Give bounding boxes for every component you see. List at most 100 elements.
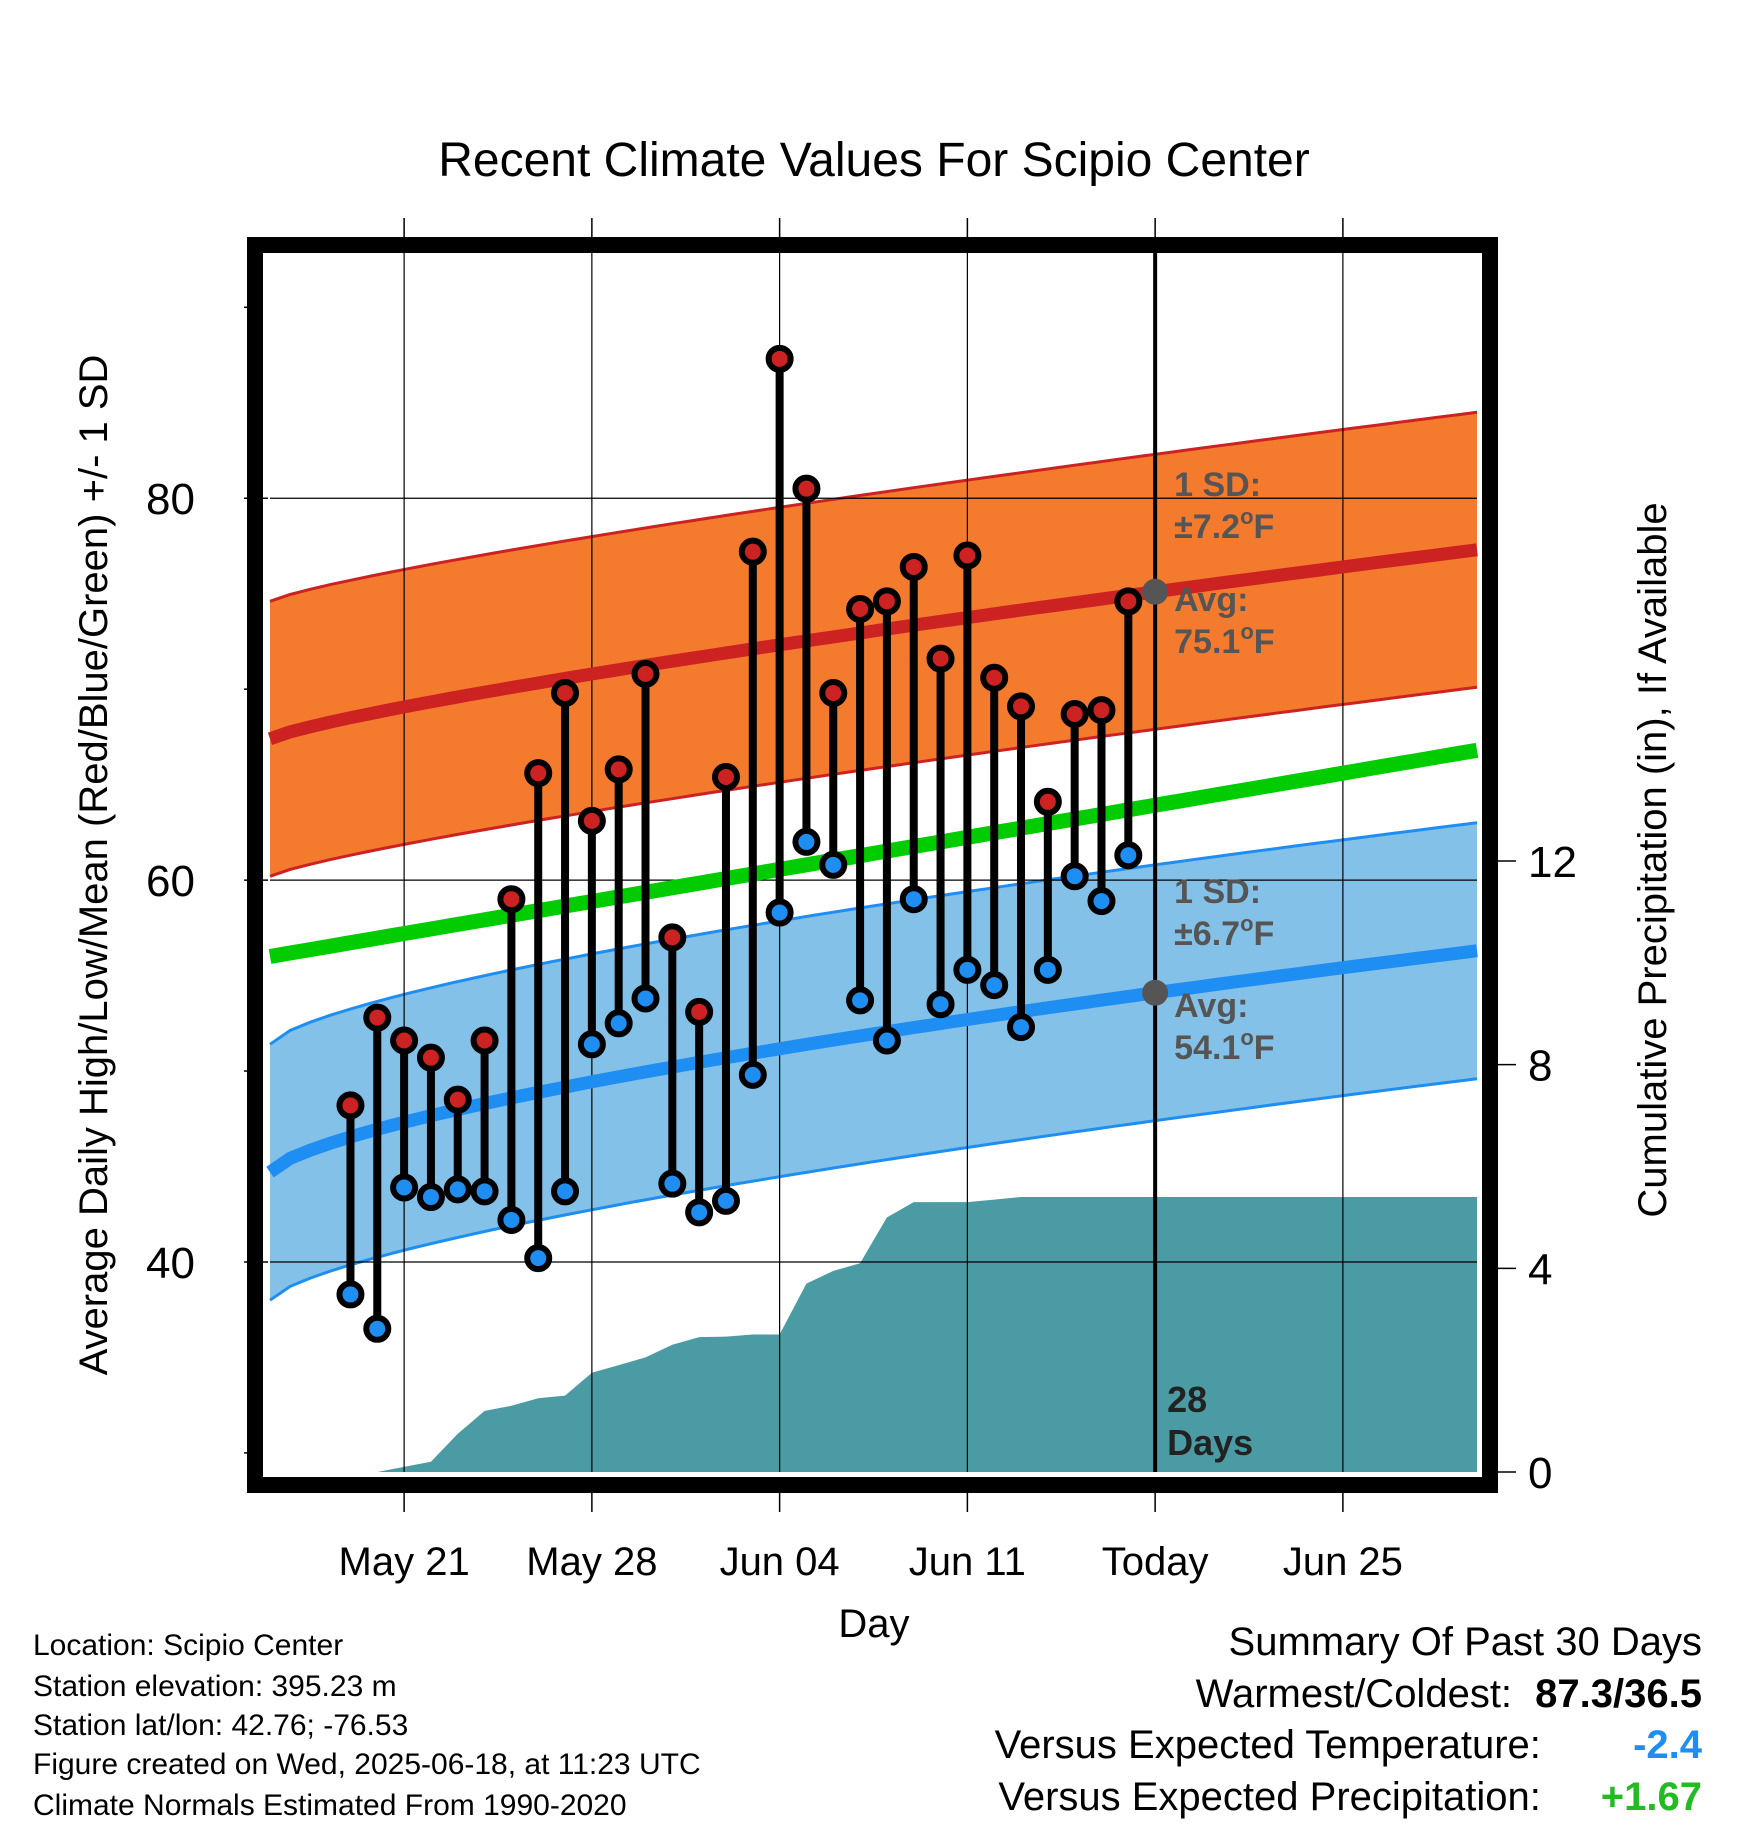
normal-low-line (266, 944, 1478, 1178)
observed-low-point (363, 1314, 392, 1343)
observed-high-point (819, 678, 848, 707)
summary-title: Summary Of Past 30 Days (1228, 1620, 1702, 1664)
normal-low-upper-edge (269, 821, 1478, 1046)
normal-high-line (267, 543, 1478, 745)
y2-tick-label: 4 (1528, 1245, 1552, 1294)
summary-warmest-row: Warmest/Coldest: 87.3/36.5 (1196, 1672, 1702, 1717)
x-tick-label: May 21 (339, 1540, 470, 1584)
chart-title: Recent Climate Values For Scipio Center (438, 134, 1309, 187)
observed-low-point (1060, 862, 1089, 891)
observed-low-point (819, 850, 848, 879)
observed-low-point (1033, 955, 1062, 984)
observed-high-point (470, 1026, 499, 1055)
observed-low-point (926, 990, 955, 1019)
y2-axis-label: Cumulative Precipitation (in), If Availa… (1631, 502, 1675, 1217)
x-tick-label: Today (1102, 1540, 1209, 1584)
observed-low-point (738, 1060, 767, 1089)
observed-low-point (551, 1177, 580, 1206)
observed-high-point (1087, 696, 1116, 725)
observed-low-point (846, 986, 875, 1015)
observed-low-point (1114, 841, 1143, 870)
observed-high-point (846, 594, 875, 623)
summary-warmest-label: Warmest/Coldest: (1195, 1672, 1513, 1716)
y2-tick-label: 12 (1528, 838, 1577, 887)
high-annotation-sd-value: ±7.2oF (1174, 504, 1274, 546)
low-annotation-avg-value: 54.1oF (1174, 1025, 1274, 1067)
x-tick-label: Jun 25 (1283, 1540, 1403, 1584)
observed-high-point (336, 1091, 365, 1120)
observed-high-point (1007, 692, 1036, 721)
summary-temp-label: Versus Expected Temperature: (994, 1723, 1541, 1767)
observed-low-point (872, 1026, 901, 1055)
high-annotation-avg-value: 75.1oF (1174, 619, 1274, 661)
observed-high-point (872, 587, 901, 616)
observed-low-point (685, 1198, 714, 1227)
observed-high-point (899, 552, 928, 581)
observed-high-point (1060, 699, 1089, 728)
summary-temp-row: Versus Expected Temperature: -2.4 (995, 1723, 1702, 1768)
footer-elevation: Station elevation: 395.23 m (33, 1670, 397, 1703)
x-tick-label: Jun 11 (909, 1540, 1026, 1584)
summary-precip-value: +1.67 (1600, 1775, 1702, 1819)
observed-low-point (953, 955, 982, 984)
x-axis-label: Day (838, 1602, 909, 1646)
plot-frame (247, 237, 1498, 1493)
observed-high-point (497, 885, 526, 914)
y-tick-label: 60 (146, 857, 195, 906)
observed-high-point (1114, 587, 1143, 616)
footer-location: Location: Scipio Center (33, 1629, 344, 1662)
observed-high-point (1033, 787, 1062, 816)
footer-created: Figure created on Wed, 2025-06-18, at 11… (33, 1748, 701, 1781)
observed-high-point (631, 659, 660, 688)
precipitation-area (377, 1197, 1477, 1472)
y-tick-label: 80 (146, 475, 195, 524)
normal-high-upper-edge (269, 410, 1478, 603)
summary-precip-row: Versus Expected Precipitation: +1.67 (998, 1775, 1702, 1820)
observed-high-point (416, 1043, 445, 1072)
observed-low-point (980, 971, 1009, 1000)
high-annotation-sd-label: 1 SD: (1174, 466, 1261, 504)
normal-high-band (270, 412, 1477, 877)
observed-low-point (765, 898, 794, 927)
observed-high-point (792, 474, 821, 503)
observed-high-point (658, 923, 687, 952)
footer-latlon: Station lat/lon: 42.76; -76.53 (33, 1709, 409, 1742)
observed-low-point (390, 1173, 419, 1202)
today-normal-low-dot (1142, 979, 1169, 1006)
y-axis-label: Average Daily High/Low/Mean (Red/Blue/Gr… (72, 355, 116, 1376)
days-count-label: 28 (1167, 1379, 1207, 1420)
normal-mean-line (268, 742, 1479, 964)
observed-high-point (524, 759, 553, 788)
observed-high-point (926, 644, 955, 673)
observed-low-point (711, 1186, 740, 1215)
normal-high-lower-edge (269, 685, 1478, 878)
observed-low-point (577, 1030, 606, 1059)
observed-high-point (738, 537, 767, 566)
observed-low-point (443, 1175, 472, 1204)
observed-low-point (631, 984, 660, 1013)
footer-normals: Climate Normals Estimated From 1990-2020 (33, 1789, 627, 1822)
high-annotation-avg-label: Avg: (1174, 581, 1248, 619)
observed-high-point (390, 1026, 419, 1055)
observed-low-point (336, 1280, 365, 1309)
observed-low-point (1007, 1013, 1036, 1042)
y2-tick-label: 0 (1528, 1449, 1552, 1498)
x-tick-label: Jun 04 (720, 1540, 840, 1584)
observed-high-point (604, 755, 633, 784)
normal-low-lower-edge (269, 1077, 1478, 1302)
observed-high-point (551, 678, 580, 707)
observed-low-point (524, 1244, 553, 1273)
observed-low-point (416, 1183, 445, 1212)
observed-high-point (685, 997, 714, 1026)
observed-high-point (443, 1085, 472, 1114)
observed-low-point (658, 1169, 687, 1198)
observed-high-point (980, 663, 1009, 692)
observed-high-point (577, 806, 606, 835)
observed-high-point (953, 541, 982, 570)
observed-high-point (711, 762, 740, 791)
y2-tick-label: 8 (1528, 1042, 1552, 1091)
observed-low-point (1087, 887, 1116, 916)
summary-precip-label: Versus Expected Precipitation: (998, 1775, 1541, 1819)
days-word-label: Days (1167, 1422, 1253, 1463)
